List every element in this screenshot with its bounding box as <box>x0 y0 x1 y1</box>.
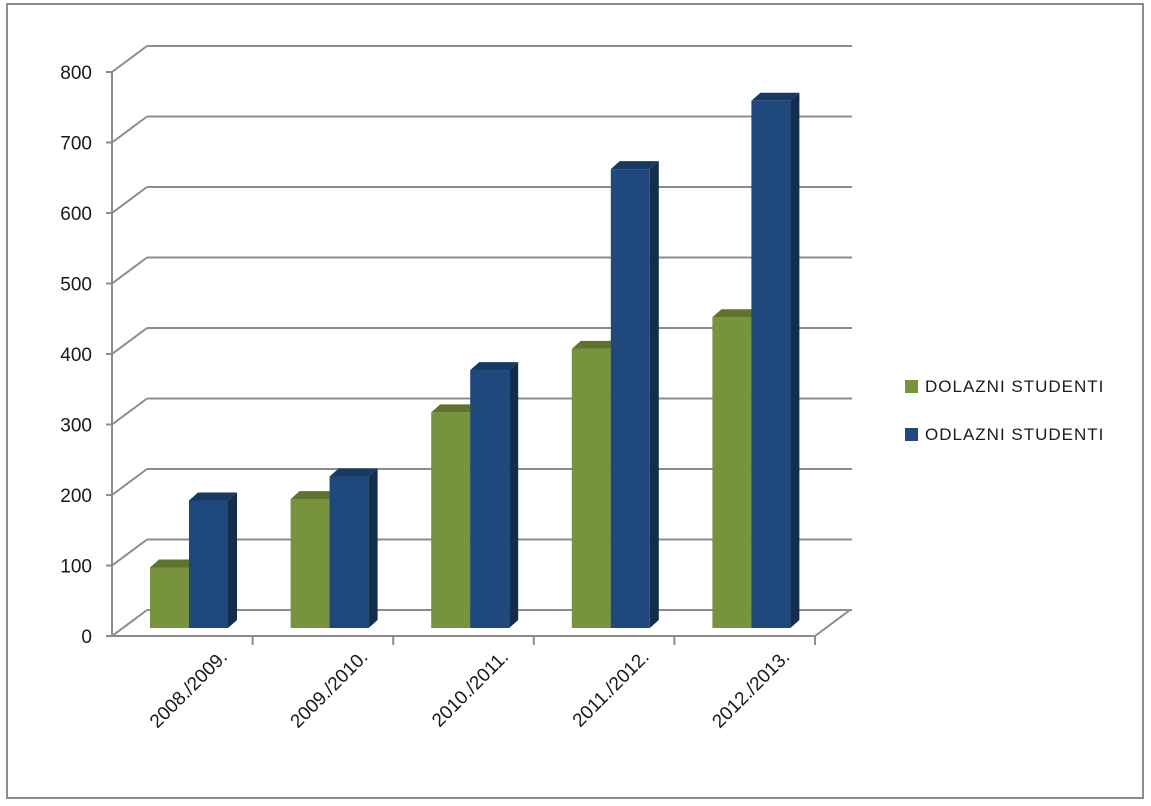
y-tick-label: 500 <box>60 275 92 296</box>
bar-top <box>189 492 237 501</box>
gridline-depth <box>111 115 148 144</box>
bar-front <box>470 370 510 628</box>
bar-front <box>610 169 650 628</box>
bar-top <box>329 468 378 477</box>
bar <box>751 92 800 628</box>
y-tick-label: 700 <box>60 134 92 155</box>
y-tick-label: 400 <box>60 345 92 366</box>
bar-side <box>790 92 800 628</box>
gridline-depth <box>111 538 148 567</box>
x-tick-label: 2012./2013. <box>708 647 794 733</box>
gridline-depth <box>111 45 148 73</box>
bar-front <box>150 567 189 628</box>
bar-top <box>431 404 480 413</box>
bar-side <box>649 161 659 628</box>
bar-top <box>610 161 659 170</box>
bar-front <box>431 412 471 628</box>
bar <box>610 161 659 628</box>
y-tick-label: 600 <box>60 204 92 225</box>
gridline-depth <box>111 609 148 637</box>
bar-front <box>751 100 791 628</box>
y-tick-label: 800 <box>60 63 92 84</box>
bar-top <box>150 559 198 568</box>
y-tick-label: 100 <box>60 557 92 578</box>
bar-side <box>368 468 378 628</box>
x-tick-label: 2011./2012. <box>569 647 654 732</box>
axes <box>106 71 851 645</box>
gridline-depth <box>111 256 148 285</box>
x-tick-label: 2009./2010. <box>287 647 373 733</box>
bar-front <box>290 499 330 628</box>
bar-top <box>571 340 620 349</box>
x-tick-label: 2008./2009. <box>146 647 232 733</box>
gridline-depth <box>111 327 148 355</box>
bar-top <box>712 309 761 318</box>
gridline-depth <box>111 186 148 214</box>
legend-item: DOLAZNI STUDENTI <box>905 377 1104 396</box>
legend-item: ODLAZNI STUDENTI <box>905 425 1104 444</box>
y-tick-label: 0 <box>81 627 92 648</box>
legend: DOLAZNI STUDENTI ODLAZNI STUDENTI <box>905 377 1104 444</box>
bar <box>470 362 519 628</box>
bar-top <box>751 92 800 101</box>
legend-swatch <box>905 380 918 393</box>
bar-front <box>189 500 228 628</box>
bar-front <box>712 317 752 628</box>
bar-front <box>571 348 611 628</box>
bar <box>571 340 620 628</box>
x-tick-label: 2010./2011. <box>428 647 513 732</box>
y-tick-label: 200 <box>60 486 92 507</box>
bar-front <box>329 476 369 628</box>
bar-top <box>470 362 519 371</box>
bar <box>329 468 378 628</box>
bar-side <box>509 362 519 628</box>
gridline-depth <box>111 468 148 496</box>
legend-swatch <box>905 428 918 441</box>
legend-label: ODLAZNI STUDENTI <box>925 425 1104 444</box>
y-tick-label: 300 <box>60 416 92 437</box>
x-axis-depth <box>814 609 851 637</box>
bar-side <box>228 492 237 628</box>
bar <box>189 492 237 628</box>
bars <box>150 92 800 628</box>
gridline-depth <box>111 397 148 426</box>
legend-label: DOLAZNI STUDENTI <box>925 377 1104 396</box>
bar-top <box>290 491 339 500</box>
